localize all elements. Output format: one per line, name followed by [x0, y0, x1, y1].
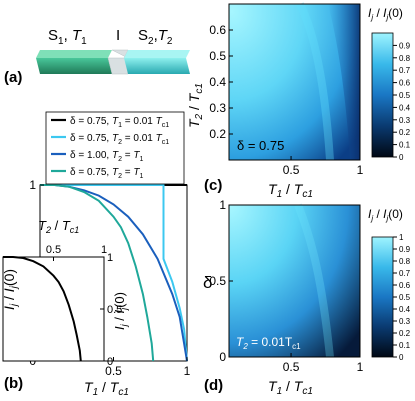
panel-b-series-group: [40, 184, 188, 362]
c-y-tick-label: 0.5: [209, 49, 226, 63]
panel-a-schematic: S1, T1 I S2,T2 (a): [4, 27, 190, 86]
inset-axis-group: 0.5 1 0 0.5 1: [46, 244, 122, 368]
inset-y-tick-label: 1: [107, 252, 113, 264]
colorbar-c-tick-label: 0.7: [399, 66, 411, 75]
colorbar-d-tick-label: 0.3: [399, 317, 411, 326]
colorbar-d-label: Ij / Ij(0): [368, 207, 403, 223]
colorbar-c-tick-label: 0.6: [399, 79, 411, 88]
slab-left-face: [36, 58, 112, 74]
c-y-tick-label: 0.2: [209, 127, 226, 141]
inset-plot-frame: [2, 256, 105, 362]
panel-b-inset: 0.5 1 0 0.5 1 T2 / Tc1 Ij / Ij(0): [2, 218, 129, 368]
heatmap-d-annotation: T2 = 0.01Tc1: [236, 335, 301, 351]
inset-y-tick-label: 0: [107, 356, 113, 368]
colorbar-c-tick-label: 0.9: [399, 41, 411, 50]
legend-entry-1: δ = 0.75, T1 = 0.01 Tc1: [70, 116, 169, 129]
y-tick-label: 1: [29, 178, 36, 192]
c-y-tick-label: 0.4: [209, 75, 226, 89]
inset-series-group: [3, 256, 82, 362]
colorbar-d-tick-label: 0.7: [399, 269, 411, 278]
colorbar-d-ticks: 0 0.1 0.2 0.3 0.4 0.5 0.6 0.7 0.8 0.9 1: [393, 233, 411, 362]
d-y-tick-label: 0.5: [209, 274, 226, 288]
panel-letter-a: (a): [4, 69, 22, 86]
inset-series-line-1: [3, 256, 82, 362]
panel-letter-b: (b): [4, 375, 23, 392]
panel-b-xlabel: T1 / Tc1: [84, 379, 129, 398]
legend-box: [45, 111, 185, 185]
slab-left-top: [36, 50, 112, 58]
colorbar-d-tick-label: 0.8: [399, 257, 411, 266]
inset-ylabel: Ij / Ij(0): [112, 292, 129, 330]
insulator-label: I: [116, 27, 120, 44]
heatmap-d-field: [229, 205, 360, 357]
panel-b-legend: δ = 0.75, T1 = 0.01 Tc1 δ = 0.75, T2 = 0.…: [45, 111, 185, 185]
d-y-tick-label: 0: [219, 350, 226, 364]
panel-b-ylabel: Ij / Ij(0): [1, 269, 20, 310]
panel-c-xlabel: T1 / Tc1: [268, 181, 313, 200]
colorbar-d-tick-label: 0.4: [399, 305, 411, 314]
colorbar-d-tick-label: 0.9: [399, 245, 411, 254]
slab-right-face: [124, 58, 190, 74]
colorbar-c-tick-label: 0: [399, 153, 404, 162]
colorbar-d-tick-label: 0: [399, 353, 404, 362]
slab-right-top: [124, 50, 190, 58]
colorbar-d-tick-label: 1: [399, 233, 404, 242]
panel-c-heatmap: 0.5 1 0.2 0.3 0.4 0.5 0.6 δ = 0.75 T1 / Tc1 T2…: [186, 2, 411, 200]
x-tick-label: 1: [184, 364, 191, 378]
inset-x-tick-label: 0.5: [46, 244, 61, 256]
slab-left-label: S1, T1: [48, 27, 87, 47]
panel-d-axis-group: 0.5 1 0 0.5 1: [209, 198, 363, 374]
heatmap-c-contour: [296, 2, 334, 161]
panel-letter-d: (d): [204, 377, 223, 394]
heatmap-c-dark-edge: [328, 4, 360, 160]
colorbar-d-tick-label: 0.5: [399, 293, 411, 302]
panel-c-ylabel: T2 / Tc1: [186, 83, 205, 128]
x-tick-label: 0.5: [105, 364, 122, 378]
c-x-tick-label: 1: [357, 163, 364, 177]
colorbar-d: [371, 236, 394, 358]
colorbar-c-tick-label: 0.3: [399, 116, 411, 125]
inset-x-tick-label: 1: [101, 244, 107, 256]
inset-xlabel: T2 / Tc1: [38, 218, 79, 235]
heatmap-d-contour: [294, 203, 334, 358]
colorbar-c: [371, 32, 394, 158]
c-x-tick-label: 0.5: [283, 163, 300, 177]
colorbar-c-label: Ij / Ij(0): [368, 6, 403, 22]
panel-c-axis-group: 0.5 1 0.2 0.3 0.4 0.5 0.6: [209, 23, 363, 177]
colorbar-c-ticks: 0 0.1 0.2 0.3 0.4 0.5 0.6 0.7 0.8 0.9: [393, 41, 411, 162]
panel-d-heatmap: 0.5 1 0 0.5 1 T2 = 0.01Tc1 T1 / Tc1 δ (d) Ij…: [203, 198, 411, 397]
slab-right-label: S2,T2: [138, 27, 173, 47]
panel-d-xlabel: T1 / Tc1: [268, 378, 313, 397]
colorbar-d-tick-label: 0.1: [399, 341, 411, 350]
colorbar-c-tick-label: 0.4: [399, 103, 411, 112]
d-y-tick-label: 1: [219, 198, 226, 212]
legend-entry-4: δ = 0.75, T2 = T1: [70, 167, 144, 180]
colorbar-c-tick-label: 0.1: [399, 141, 411, 150]
heatmap-c-annotation: δ = 0.75: [237, 138, 284, 153]
legend-entry-2: δ = 0.75, T2 = 0.01 Tc1: [70, 133, 169, 146]
panel-d-ylabel: δ: [203, 273, 212, 292]
series-line-4: [40, 184, 155, 362]
series-line-2: [40, 184, 188, 362]
legend-entry-3: δ = 1.00, T2 = T1: [70, 150, 144, 163]
d-x-tick-label: 0.5: [283, 360, 300, 374]
colorbar-d-tick-label: 0.6: [399, 281, 411, 290]
colorbar-c-tick-label: 0.2: [399, 128, 411, 137]
c-y-tick-label: 0.3: [209, 101, 226, 115]
panel-letter-c: (c): [204, 177, 222, 194]
inset-y-tick-label: 0.5: [107, 304, 122, 316]
colorbar-c-tick-label: 0.5: [399, 91, 411, 100]
colorbar-c-tick-label: 0.8: [399, 54, 411, 63]
d-x-tick-label: 1: [357, 360, 364, 374]
c-y-tick-label: 0.6: [209, 23, 226, 37]
colorbar-d-tick-label: 0.2: [399, 329, 411, 338]
